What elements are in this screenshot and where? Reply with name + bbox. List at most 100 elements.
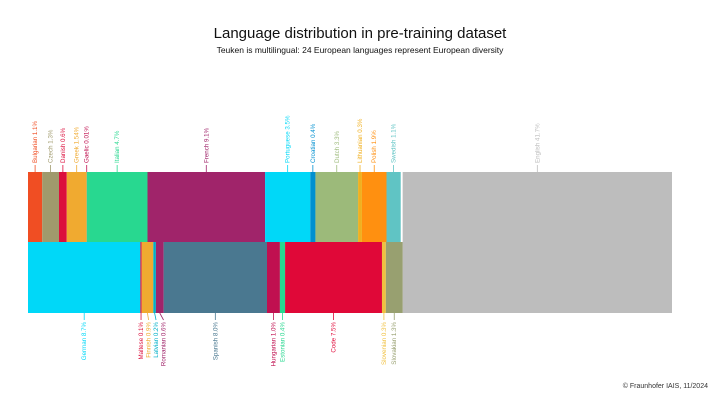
- label-value: 3.5%: [285, 115, 292, 130]
- label-value: 1.3%: [391, 322, 398, 337]
- segment: [266, 242, 280, 313]
- segment-label: Romanian 0.6%: [161, 322, 168, 367]
- segment-label: Hungarian 1.0%: [270, 322, 277, 367]
- label-value: 8.7%: [81, 322, 88, 337]
- label-name: Latvian: [153, 337, 160, 358]
- label-name: Maltese: [138, 337, 145, 359]
- segment: [59, 172, 67, 242]
- label-name: Bulgarian: [32, 136, 39, 163]
- segment-label: Lithuanian 0.3%: [357, 118, 364, 163]
- segment: [155, 242, 164, 313]
- label-name: Polish: [371, 146, 378, 163]
- segment: [163, 242, 267, 313]
- label-name: Croatian: [310, 139, 317, 163]
- chart-subtitle: Teuken is multilingual: 24 European lang…: [217, 45, 505, 55]
- label-value: 1.1%: [391, 123, 398, 138]
- label-value: 0.3%: [357, 118, 364, 133]
- segment-label: Slovakian 1.3%: [391, 322, 398, 365]
- label-value: 0.3%: [381, 322, 388, 337]
- segment-label: Estonian 0.4%: [279, 322, 286, 362]
- label-name: Slovenian: [381, 337, 388, 365]
- segment-label: Croatian 0.4%: [310, 123, 317, 163]
- segment: [279, 242, 286, 313]
- segment: [140, 242, 142, 313]
- label-name: Danish: [60, 143, 67, 163]
- label-leader: [159, 312, 164, 321]
- footer: © Fraunhofer IAIS, 11/2024: [623, 382, 708, 390]
- segment: [86, 172, 148, 242]
- label-value: 1.9%: [371, 130, 378, 145]
- label-value: 4.7%: [114, 130, 121, 145]
- label-name: English: [534, 142, 541, 163]
- segment-label: Danish 0.6%: [60, 127, 67, 163]
- label-name: German: [81, 337, 88, 360]
- segment-label: Italian 4.7%: [114, 130, 121, 163]
- label-name: Slovakian: [391, 337, 398, 364]
- segment: [153, 242, 156, 313]
- segment: [285, 242, 382, 313]
- label-value: 9.1%: [203, 127, 210, 142]
- segment: [402, 172, 672, 313]
- segment-label: Greek 1.54%: [74, 126, 81, 163]
- segment: [385, 242, 403, 313]
- label-name: Swedish: [391, 139, 398, 163]
- segment-label: Code 7.5%: [331, 322, 338, 353]
- label-value: 0.2%: [153, 322, 160, 337]
- segment: [265, 172, 311, 242]
- label-value: 7.5%: [331, 322, 338, 337]
- label-name: Greek: [74, 145, 81, 163]
- label-name: Dutch: [334, 146, 341, 163]
- segment-label: Gaelic 0.01%: [84, 126, 91, 163]
- chart-title: Language distribution in pre-training da…: [214, 25, 508, 42]
- label-value: 41.7%: [534, 123, 541, 141]
- segment-label: German 8.7%: [81, 322, 88, 361]
- label-name: Gaelic: [84, 145, 91, 163]
- segment-label: Czech 1.3%: [48, 129, 55, 163]
- segment: [361, 172, 387, 242]
- label-name: Czech: [48, 145, 55, 163]
- segment: [315, 172, 359, 242]
- segment: [28, 242, 141, 313]
- label-name: French: [203, 143, 210, 163]
- segment-label: Portuguese 3.5%: [285, 115, 292, 163]
- label-value: 1.54%: [74, 126, 81, 144]
- segment: [141, 242, 154, 313]
- segment-label: Maltese 0.1%: [138, 322, 145, 360]
- label-value: 1.3%: [48, 129, 55, 144]
- label-name: Estonian: [279, 337, 286, 362]
- label-name: Romanian: [161, 337, 168, 366]
- segment: [147, 172, 266, 242]
- segment-label: Slovenian 0.3%: [381, 322, 388, 366]
- label-name: Spanish: [212, 337, 219, 360]
- segment: [66, 172, 87, 242]
- segment-label: Bulgarian 1.1%: [32, 121, 39, 163]
- label-value: 0.9%: [146, 322, 153, 337]
- label-value: 0.01%: [84, 126, 91, 144]
- label-name: Code: [331, 337, 338, 352]
- label-leader: [147, 312, 149, 321]
- segment-label: Swedish 1.1%: [391, 123, 398, 163]
- segment-label: Spanish 8.0%: [212, 322, 219, 361]
- segment: [358, 172, 362, 242]
- label-value: 0.6%: [60, 127, 67, 142]
- label-name: Portuguese: [285, 131, 292, 163]
- label-value: 0.4%: [279, 322, 286, 337]
- segment-label: French 9.1%: [203, 127, 210, 163]
- label-value: 1.1%: [32, 121, 39, 136]
- label-value: 1.0%: [270, 322, 277, 337]
- label-value: 0.4%: [310, 123, 317, 138]
- segment: [386, 172, 401, 242]
- label-name: Italian: [114, 146, 121, 163]
- label-leader: [154, 312, 157, 321]
- segment: [28, 172, 43, 242]
- segment: [381, 242, 386, 313]
- label-name: Finnish: [146, 337, 153, 358]
- label-value: 3.3%: [334, 130, 341, 145]
- label-value: 8.0%: [212, 322, 219, 337]
- label-name: Lithuanian: [357, 134, 364, 163]
- segment-label: Latvian 0.2%: [153, 322, 160, 358]
- segment-label: English 41.7%: [534, 123, 541, 163]
- label-value: 0.6%: [161, 322, 168, 337]
- segment-label: Polish 1.9%: [371, 130, 378, 163]
